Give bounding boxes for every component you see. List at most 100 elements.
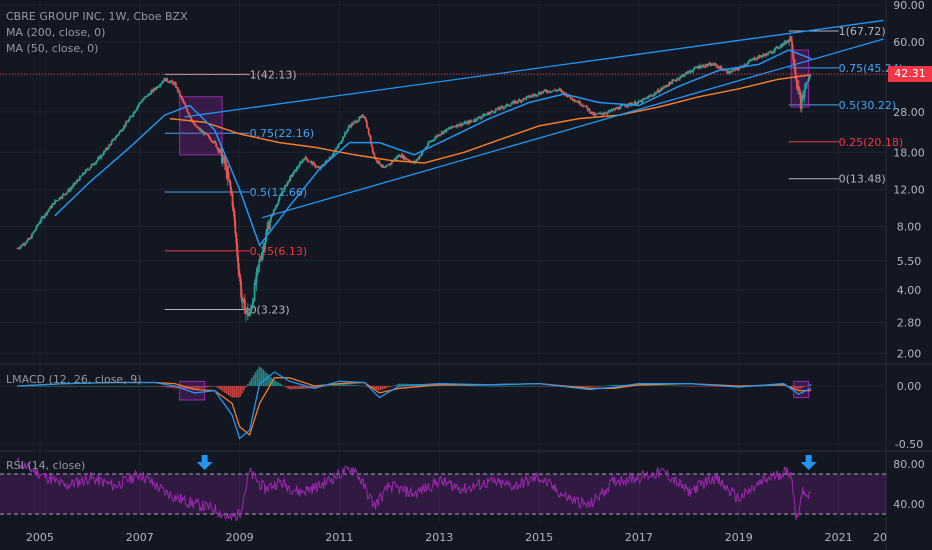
candle-body [489, 111, 492, 113]
candle [531, 93, 533, 98]
candle-body [598, 113, 601, 115]
candle-body [151, 89, 154, 92]
candle [787, 39, 790, 44]
candle [366, 126, 369, 130]
candle-body [537, 92, 540, 95]
candle-body [263, 246, 266, 249]
candle [593, 112, 596, 117]
candle [470, 119, 473, 123]
candle-body [552, 90, 555, 92]
candle [694, 66, 697, 69]
candle [560, 88, 563, 94]
candle [194, 122, 196, 127]
macd-histogram-bar [295, 385, 297, 390]
candle [792, 44, 794, 66]
candle-body [666, 85, 669, 87]
candle-body [625, 106, 627, 107]
candle-body [713, 63, 716, 66]
candle-body [479, 117, 482, 119]
candle-body [533, 94, 536, 95]
candle-body [256, 267, 259, 272]
macd-histogram-bar [41, 385, 44, 387]
candle [428, 140, 431, 144]
candle-body [659, 89, 662, 92]
candle-body [281, 192, 284, 194]
candle-body [367, 128, 370, 135]
macd-histogram-bar [53, 385, 55, 387]
candle-body [199, 130, 202, 131]
candle [667, 83, 670, 87]
candle [755, 57, 758, 60]
candle [453, 125, 456, 128]
candle-body [510, 103, 513, 105]
macd-histogram-bar [43, 385, 46, 387]
ma50-legend[interactable]: MA (50, close, 0) [6, 42, 99, 55]
candle-body [307, 160, 310, 162]
macd-histogram-bar [298, 385, 301, 389]
candle-body [119, 130, 122, 133]
channel-trendline [261, 38, 884, 219]
candle [640, 99, 643, 104]
candle [760, 55, 763, 58]
macd-histogram-bar [523, 385, 526, 387]
candle-body [590, 111, 593, 113]
candle-body [796, 79, 798, 89]
candle-body [557, 89, 560, 91]
candle-body [163, 78, 166, 82]
candle [142, 98, 145, 101]
ma200-legend[interactable]: MA (200, close, 0) [6, 26, 106, 39]
candle [688, 69, 691, 73]
candle [303, 157, 306, 161]
candle-body [406, 159, 409, 161]
candle [108, 143, 111, 146]
candle [126, 120, 129, 123]
macd-histogram-bar [360, 385, 362, 387]
macd-histogram-bar [586, 385, 589, 388]
candle-body [352, 122, 355, 125]
candle-body [345, 131, 348, 133]
candle [258, 254, 261, 273]
candle-body [56, 200, 59, 201]
candle [419, 155, 422, 157]
candle [294, 169, 297, 172]
macd-histogram-bar [362, 385, 364, 387]
candle-body [340, 142, 342, 144]
candle [175, 86, 178, 89]
candle [597, 112, 600, 115]
candle [308, 160, 311, 163]
symbol-legend[interactable]: CBRE GROUP INC, 1W, Cboe BZX [6, 10, 188, 23]
candle-body [492, 111, 495, 113]
candle-body [47, 210, 50, 212]
candle-body [771, 52, 773, 54]
candle [509, 102, 512, 106]
macd-legend[interactable]: LMACD (12, 26, close, 9) [6, 373, 142, 386]
candle [548, 90, 551, 94]
candle-body [269, 216, 272, 221]
candle [671, 78, 674, 85]
rsi-legend[interactable]: RSI (14, close) [6, 459, 86, 472]
candle [160, 81, 163, 86]
candle [588, 107, 591, 114]
candle-body [121, 130, 124, 132]
candle-body [133, 112, 136, 113]
macd-histogram-bar [245, 385, 247, 388]
candle [525, 95, 528, 101]
macd-histogram-bar [312, 385, 314, 389]
candle [126, 120, 128, 123]
candle [28, 238, 30, 240]
y-tick-label: 12.00 [893, 183, 925, 196]
macd-histogram-bar [611, 384, 614, 386]
macd-histogram-bar [222, 385, 224, 392]
candle-body [667, 85, 670, 87]
candle-body [125, 122, 127, 126]
macd-histogram-bar [229, 385, 232, 397]
candle [711, 62, 714, 66]
macd-histogram-bar [646, 384, 648, 386]
candle-body [236, 243, 239, 258]
macd-histogram-bar [548, 385, 551, 387]
candle-body [386, 165, 388, 167]
macd-histogram-bar [356, 385, 359, 386]
candle [514, 100, 517, 105]
macd-histogram-bar [650, 385, 652, 386]
